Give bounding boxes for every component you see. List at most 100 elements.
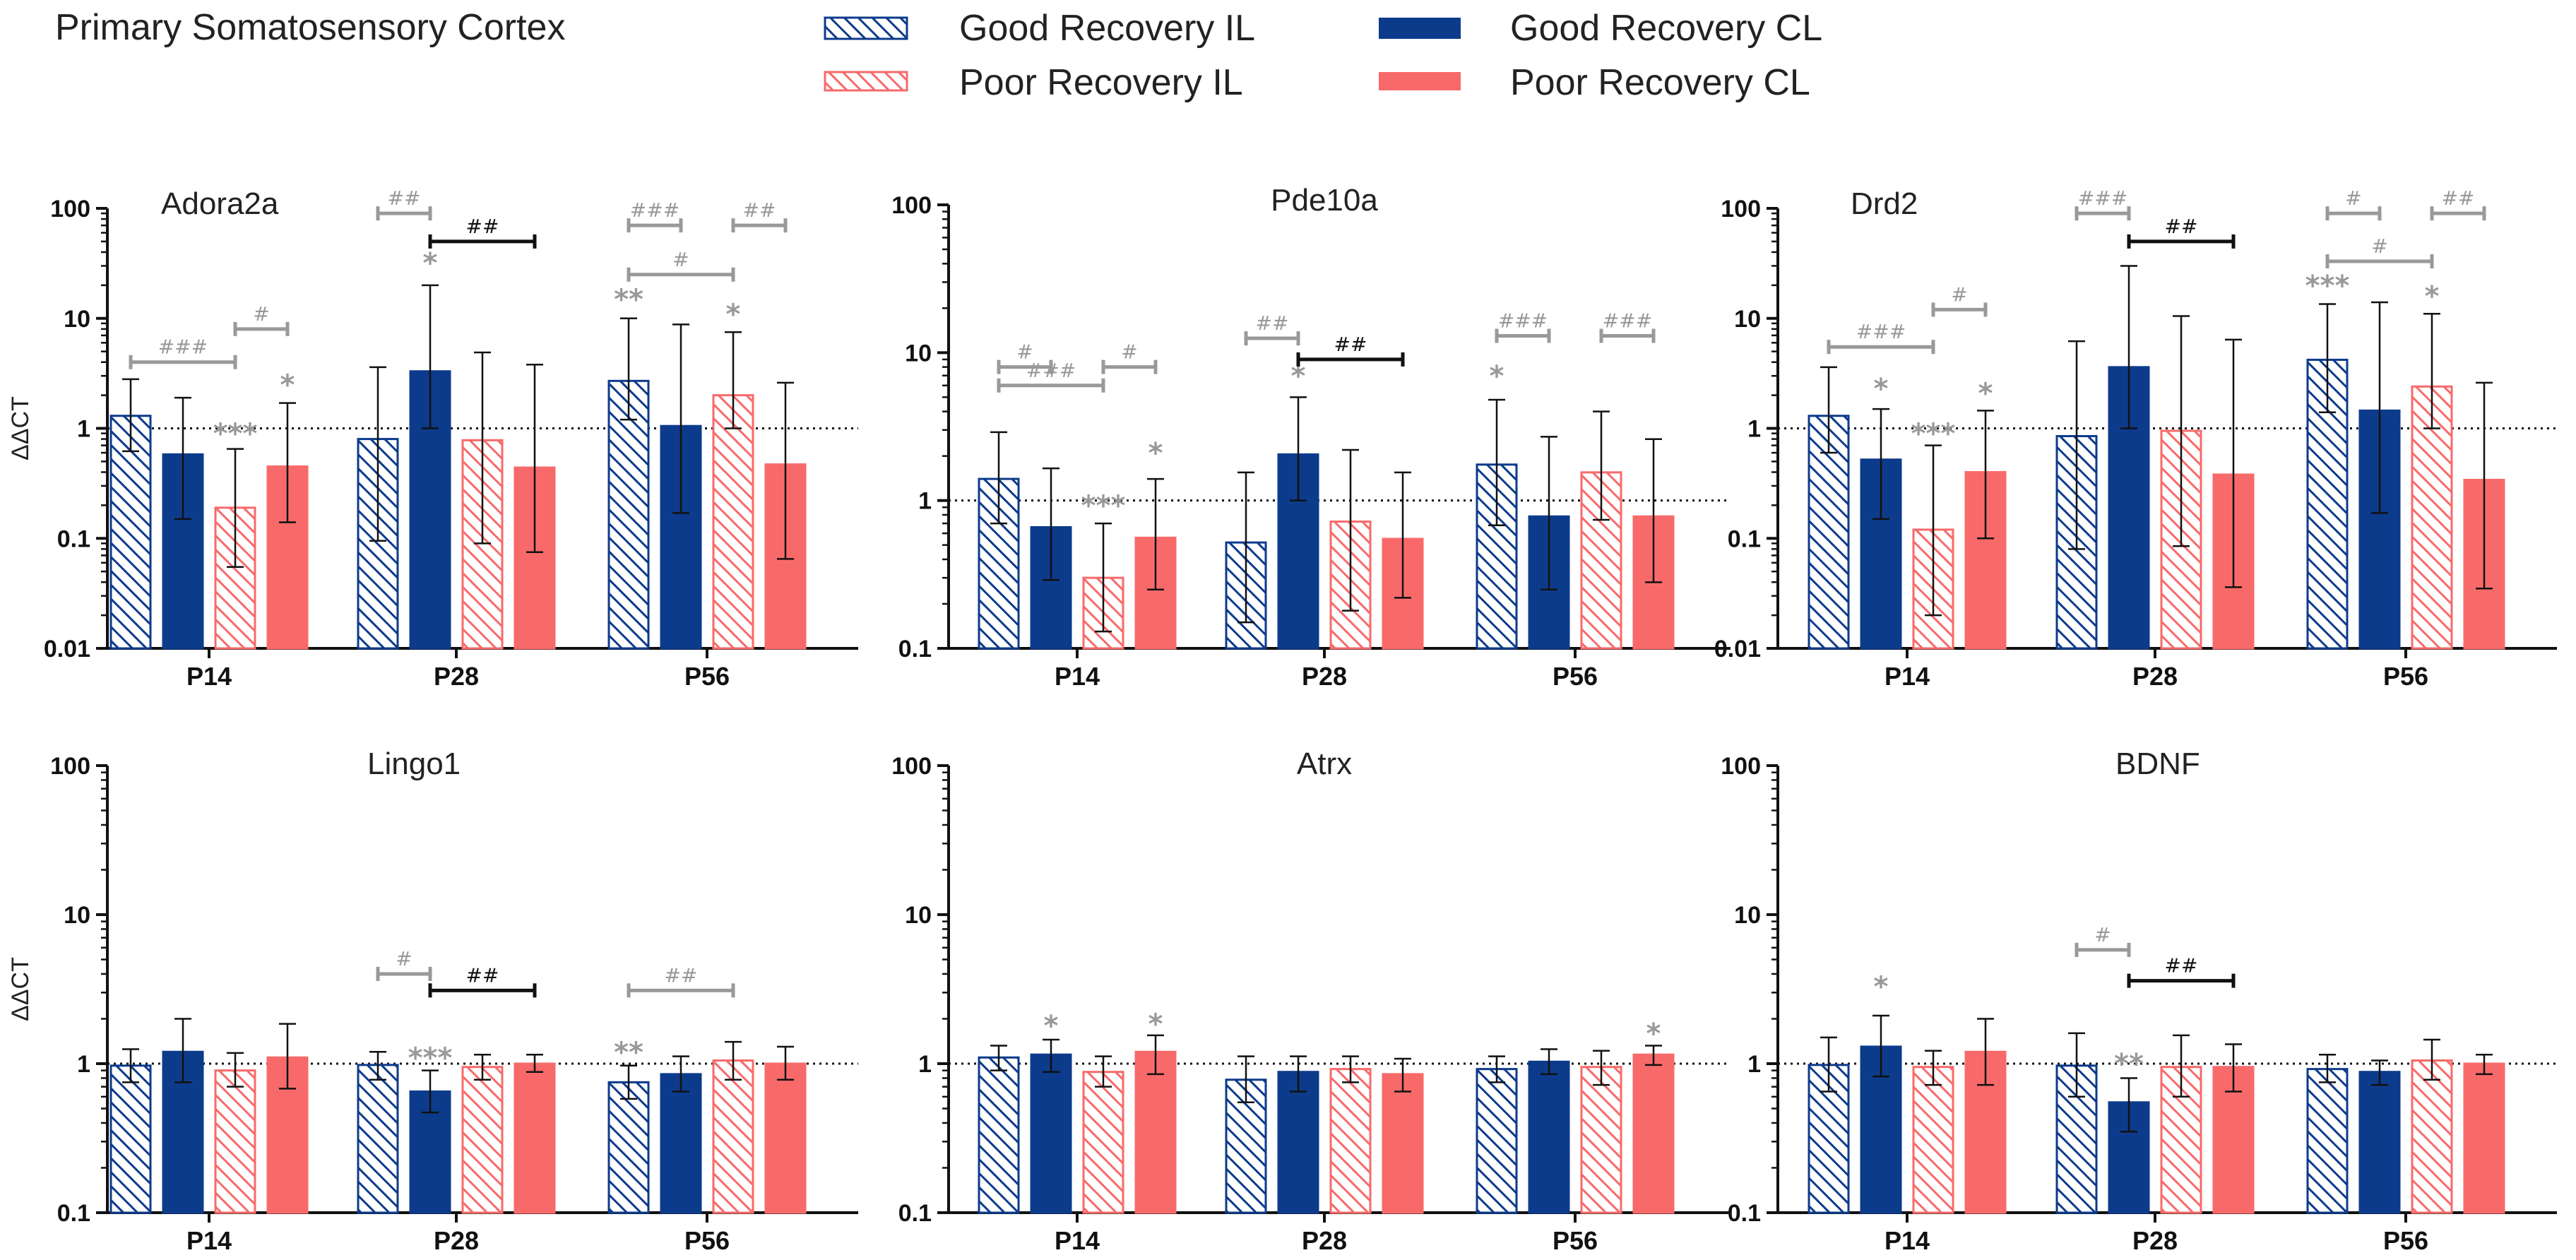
significance-star: * [1874, 373, 1889, 405]
figure-title: Primary Somatosensory Cortex [55, 7, 565, 48]
y-tick-label: 0.1 [898, 1200, 932, 1227]
x-tick-label: P56 [1553, 1226, 1598, 1255]
bracket-label: # [2094, 923, 2111, 946]
bar-good-recovery-il [357, 1064, 399, 1214]
significance-star: * [1646, 1018, 1661, 1050]
legend: Good Recovery IL Good Recovery CL Poor R… [824, 8, 1822, 103]
bracket-label: # [1016, 340, 1033, 364]
y-tick-label: 0.1 [1728, 1200, 1761, 1227]
bracket-label: ### [1603, 309, 1652, 332]
y-tick-label: 1 [1747, 416, 1761, 443]
bracket-label: ### [630, 198, 679, 222]
chart-title: Pde10a [1271, 183, 1378, 218]
y-tick-label: 100 [1721, 753, 1761, 780]
bar-good-recovery-il [109, 1064, 152, 1214]
significance-star: *** [1911, 418, 1956, 451]
significance-star: ** [614, 1036, 643, 1069]
bracket-label: # [396, 947, 412, 970]
bar-poor-recovery-il [712, 1059, 754, 1214]
chart-title: Atrx [1297, 747, 1352, 781]
bracket-label: ## [1256, 311, 1289, 335]
chart-panel-atrx: Atrx 0.1 1 10 100 P14 P28 P56 * * * [891, 747, 1731, 1255]
significance-star: * [1978, 377, 1993, 410]
legend-label-good-cl: Good Recovery CL [1510, 8, 1822, 49]
y-tick-label: 10 [1734, 306, 1761, 333]
bracket-label: ## [665, 963, 698, 987]
bar-poor-recovery-cl [1632, 1053, 1675, 1214]
bar-poor-recovery-il [461, 1066, 504, 1214]
y-tick-label: 0.01 [1714, 636, 1761, 662]
bracket-label: ### [1856, 320, 1906, 343]
bracket-label: # [1951, 283, 1967, 306]
significance-star: * [1490, 360, 1504, 393]
legend-item-poor-cl: Poor Recovery CL [1379, 62, 1810, 103]
bracket-label: # [1121, 340, 1137, 364]
bar-poor-recovery-cl [514, 466, 556, 650]
bar-good-recovery-cl [1528, 1060, 1570, 1214]
bar-poor-recovery-cl [764, 1062, 807, 1214]
x-tick-label: P14 [1884, 1226, 1930, 1255]
bar-poor-recovery-cl [1382, 1073, 1424, 1214]
bracket-label: # [672, 248, 689, 271]
bar-good-recovery-cl [1030, 1053, 1072, 1214]
y-tick-label: 10 [905, 340, 932, 367]
bracket-label: # [2345, 186, 2361, 210]
bracket-label: ## [1334, 333, 1367, 356]
bar-good-recovery-il [2306, 1068, 2349, 1214]
bar-good-recovery-cl [660, 1073, 702, 1214]
bracket-label: ## [466, 963, 499, 987]
bar-good-recovery-cl [1277, 1071, 1319, 1214]
bar-poor-recovery-il [1082, 1071, 1124, 1214]
bar-poor-recovery-cl [1134, 1050, 1177, 1214]
bar-good-recovery-il [1476, 1068, 1518, 1214]
y-tick-label: 10 [1734, 902, 1761, 929]
y-tick-label: 1 [77, 416, 90, 443]
significance-star: * [1874, 971, 1889, 1004]
significance-star: *** [1081, 489, 1126, 522]
bracket-label: ### [158, 335, 208, 359]
x-tick-label: P28 [2132, 1226, 2178, 1255]
legend-swatch-good-cl [1379, 18, 1461, 39]
bar-poor-recovery-il [1580, 1066, 1622, 1214]
y-tick-label: 1 [918, 1051, 932, 1078]
legend-label-good-il: Good Recovery IL [959, 8, 1255, 49]
bar-poor-recovery-il [1912, 1066, 1954, 1214]
y-tick-label: 0.1 [1728, 525, 1761, 552]
legend-label-poor-cl: Poor Recovery CL [1510, 62, 1810, 103]
significance-star: * [1148, 1009, 1163, 1041]
y-tick-label: 1 [1747, 1051, 1761, 1078]
bracket-label: ## [2165, 954, 2198, 977]
significance-star: * [1291, 360, 1306, 393]
legend-label-poor-il: Poor Recovery IL [959, 62, 1243, 103]
y-axis-label: ΔΔCT [7, 957, 34, 1021]
significance-star: * [726, 298, 741, 331]
y-tick-label: 100 [891, 753, 932, 780]
bar-poor-recovery-cl [514, 1062, 556, 1214]
bar-poor-recovery-il [2411, 1059, 2453, 1214]
chart-title: Lingo1 [367, 747, 461, 781]
significance-star: ** [614, 283, 643, 316]
significance-star: * [1148, 437, 1163, 470]
y-tick-label: 1 [77, 1051, 90, 1078]
x-tick-label: P56 [2383, 1226, 2428, 1255]
significance-star: ** [2114, 1048, 2144, 1081]
bracket-label: ## [466, 215, 499, 238]
x-tick-label: P56 [684, 1226, 730, 1255]
significance-star: * [1044, 1010, 1059, 1042]
x-tick-label: P28 [1302, 1226, 1347, 1255]
y-tick-label: 100 [891, 192, 932, 219]
x-tick-label: P28 [2132, 662, 2178, 691]
bracket-label: # [2371, 234, 2387, 258]
bar-good-recovery-il [607, 379, 650, 650]
y-tick-label: 1 [918, 488, 932, 515]
bracket-label: ## [743, 198, 776, 222]
significance-star: * [280, 369, 295, 402]
significance-star: *** [213, 418, 258, 451]
x-tick-label: P14 [186, 1226, 232, 1255]
bar-poor-recovery-il [2411, 385, 2453, 650]
